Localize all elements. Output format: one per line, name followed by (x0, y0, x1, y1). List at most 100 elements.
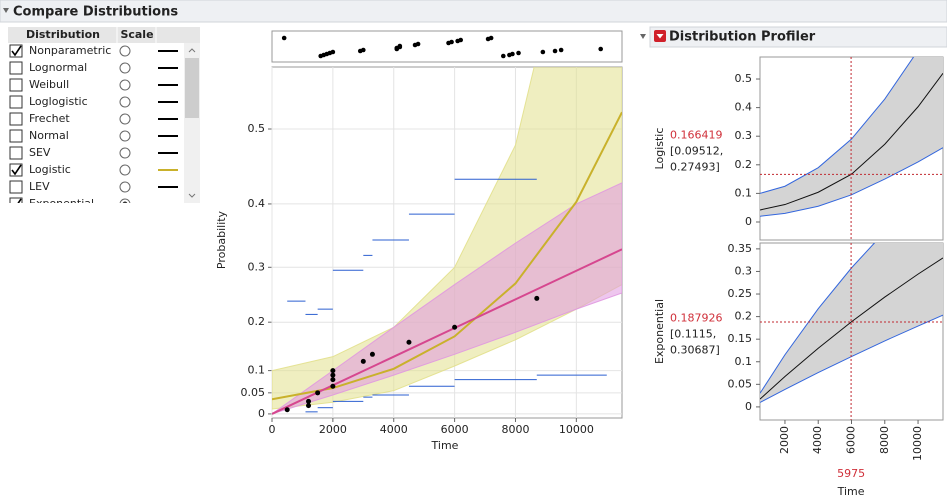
data-point (284, 407, 290, 413)
rug-point (397, 43, 403, 49)
rug-frame (271, 30, 623, 63)
confidence-band (760, 57, 943, 217)
y-tick-label: 0.3 (735, 264, 753, 277)
checkmark (11, 45, 22, 57)
distribution-name: SEV (29, 146, 51, 159)
y-tick-label: 0.2 (248, 315, 266, 328)
y-axis-title: Probability (215, 210, 228, 269)
scale-radio[interactable] (119, 130, 131, 142)
current-x-value[interactable]: 5975 (837, 467, 865, 480)
data-point (330, 383, 336, 389)
scale-radio[interactable] (119, 164, 131, 176)
rug-point (488, 35, 494, 41)
checkbox[interactable] (9, 129, 23, 143)
scale-radio[interactable] (119, 96, 131, 108)
x-tick-label: 0 (269, 423, 276, 436)
distribution-name: Exponential (29, 197, 94, 210)
y-tick-label: 0 (745, 400, 752, 413)
scale-radio[interactable] (119, 147, 131, 159)
scale-radio[interactable] (119, 62, 131, 74)
checkbox[interactable] (9, 78, 23, 92)
checkbox[interactable] (9, 95, 23, 109)
rug-point (281, 35, 287, 41)
checkbox[interactable] (9, 146, 23, 160)
data-point (330, 368, 336, 374)
scale-radio[interactable] (119, 181, 131, 193)
distribution-name: LEV (29, 180, 50, 193)
checkbox[interactable] (9, 61, 23, 75)
confidence-interval: 0.27493] (670, 161, 720, 174)
scale-radio[interactable] (119, 45, 131, 57)
x-tick-label: 2000 (778, 426, 791, 454)
x-tick-label: 4000 (380, 423, 408, 436)
x-axis-title: Time (431, 439, 459, 452)
plot-layer: Nonparametric Lognormal Weibull Loglogistic… (9, 44, 178, 210)
data-point (315, 390, 321, 396)
disclosure-icon[interactable] (640, 34, 646, 39)
y-tick-label: 0.35 (728, 242, 753, 255)
report-title: Compare Distributions (13, 5, 178, 20)
y-axis-title: Logistic (653, 128, 666, 170)
rug-point (540, 49, 546, 55)
x-tick-label: 6000 (845, 426, 858, 454)
profile-curve (760, 257, 943, 400)
data-point (534, 295, 540, 301)
scale-radio[interactable] (119, 113, 131, 125)
checkmark (17, 198, 22, 203)
rug-point (501, 53, 506, 59)
confidence-interval: [0.09512, (670, 145, 723, 158)
rug-point (361, 47, 366, 53)
x-tick-label: 6000 (441, 423, 469, 436)
rug-point (458, 37, 463, 43)
scale-radio[interactable] (119, 198, 131, 209)
data-point (406, 339, 412, 345)
table-header (8, 27, 200, 43)
y-tick-label: 0.15 (728, 332, 753, 345)
upper-limit (760, 57, 915, 194)
column-header: Distribution (26, 28, 100, 41)
checkbox[interactable] (9, 180, 23, 194)
data-point (330, 372, 336, 378)
x-tick-label: 8000 (878, 426, 891, 454)
confidence-interval: 0.30687] (670, 344, 720, 357)
y-tick-label: 0.05 (728, 377, 753, 390)
x-tick-label: 8000 (501, 423, 529, 436)
x-tick-label: 10000 (911, 426, 924, 461)
data-point (330, 377, 336, 383)
rug-point (552, 48, 558, 54)
confidence-interval: [0.1115, (670, 328, 716, 341)
data-point (306, 403, 312, 409)
rug-point (598, 46, 603, 52)
plot-layer (272, 67, 622, 415)
distribution-name: Frechet (29, 112, 70, 125)
y-tick-label: 0.2 (735, 310, 753, 323)
confidence-band (272, 182, 622, 415)
current-value: 0.187926 (670, 312, 723, 325)
rug-point (415, 41, 421, 47)
y-tick-label: 0.5 (735, 72, 753, 85)
plot-layer (760, 57, 943, 240)
scroll-up[interactable] (188, 48, 196, 53)
x-axis-title: Time (837, 485, 865, 498)
scale-radio[interactable] (119, 79, 131, 91)
menu-icon (656, 34, 664, 39)
confidence-band (760, 243, 943, 403)
y-tick-label: 0.3 (248, 260, 266, 273)
column-header: Scale (120, 28, 153, 41)
y-tick-label: 0.1 (735, 186, 753, 199)
disclosure-icon[interactable] (3, 8, 9, 13)
checkbox[interactable] (9, 112, 23, 126)
x-tick-label: 10000 (559, 423, 594, 436)
distribution-name: Weibull (29, 78, 69, 91)
current-value: 0.166419 (670, 129, 723, 142)
y-tick-label: 0.1 (735, 355, 753, 368)
data-point (369, 351, 375, 357)
distribution-name: Nonparametric (29, 44, 111, 57)
rug-point (516, 50, 521, 56)
x-tick-label: 4000 (811, 426, 824, 454)
scrollbar-thumb[interactable] (185, 58, 199, 118)
checkbox[interactable] (9, 197, 23, 210)
scroll-down[interactable] (188, 193, 196, 198)
